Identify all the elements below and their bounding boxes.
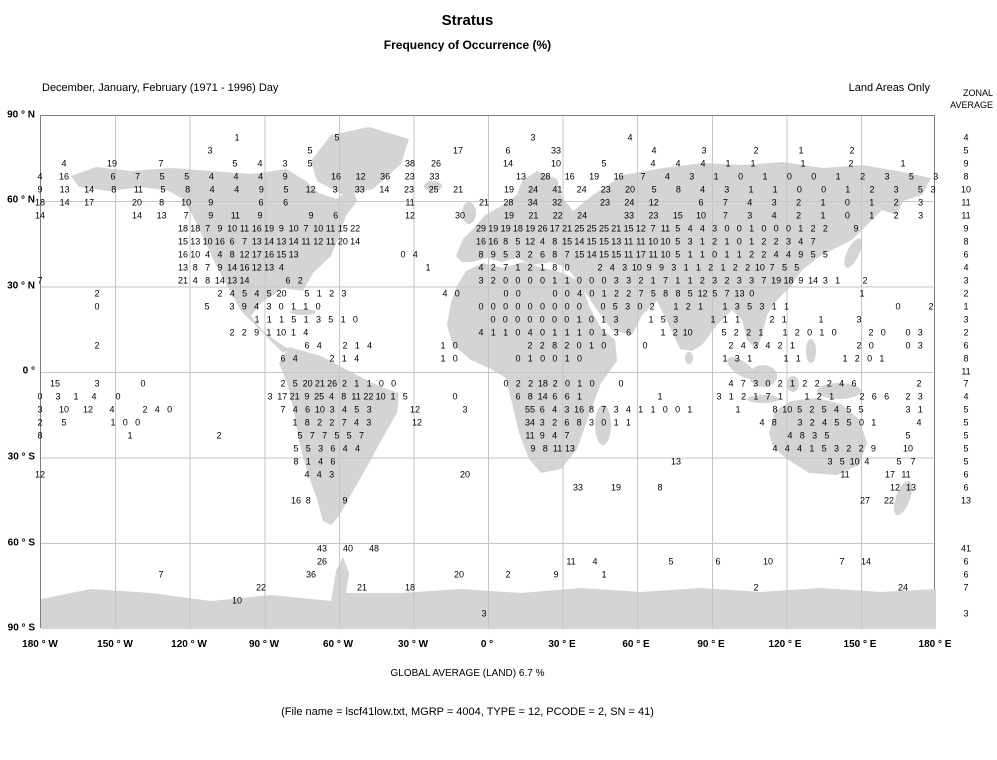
zonal-average-value: 3	[963, 314, 969, 325]
map-plot-area	[40, 115, 936, 629]
zonal-average-value: 6	[963, 569, 969, 580]
lon-tick-label: 0 °	[480, 639, 494, 650]
zonal-header-line2: AVERAGE	[950, 100, 993, 110]
lat-tick-label: 90 ° S	[7, 622, 35, 634]
landmass-japan	[844, 238, 862, 268]
lon-tick-label: 180 ° E	[918, 639, 952, 650]
chart-title: Stratus	[441, 12, 494, 29]
zonal-average-value: 9	[963, 158, 969, 169]
landmass-java	[747, 395, 779, 403]
zonal-average-value: 41	[960, 543, 972, 554]
lon-tick-label: 180 ° W	[22, 639, 58, 650]
zonal-average-value: 1	[963, 301, 969, 312]
zonal-average-value: 13	[960, 495, 972, 506]
zonal-average-value: 8	[963, 353, 969, 364]
landmass-philippines	[806, 339, 816, 363]
zonal-average-value: 11	[961, 197, 971, 208]
zonal-average-value: 8	[963, 171, 969, 182]
zonal-average-value: 10	[960, 184, 972, 195]
landmass-sri-lanka	[685, 352, 693, 364]
zonal-average-value: 5	[963, 456, 969, 467]
zonal-average-value: 5	[963, 417, 969, 428]
zonal-average-value: 9	[963, 223, 969, 234]
landmass-cuba	[290, 309, 316, 315]
zonal-average-value: 3	[963, 275, 969, 286]
coverage-label: Land Areas Only	[848, 82, 930, 94]
zonal-average-value: 7	[963, 378, 969, 389]
zonal-average-header: ZONAL AVERAGE	[950, 87, 993, 111]
grid-lines	[41, 116, 936, 629]
zonal-average-value: 6	[963, 482, 969, 493]
lat-tick-label: 60 ° S	[7, 537, 35, 549]
zonal-average-value: 6	[963, 249, 969, 260]
lon-tick-label: 120 ° E	[768, 639, 802, 650]
zonal-header-line1: ZONAL	[962, 88, 993, 98]
zonal-average-value: 3	[963, 608, 969, 619]
lon-tick-label: 60 ° W	[322, 639, 354, 650]
landmass-australia	[769, 398, 867, 475]
lon-tick-label: 90 ° E	[697, 639, 725, 650]
zonal-average-value: 6	[963, 340, 969, 351]
landmass-greenland	[311, 127, 409, 195]
zonal-average-value: 5	[963, 145, 969, 156]
lat-tick-label: 0 °	[22, 365, 35, 377]
zonal-average-value: 2	[963, 327, 969, 338]
landmass-borneo	[749, 365, 777, 387]
landmass-north-america	[71, 167, 357, 353]
landmass-iceland	[424, 181, 442, 191]
lon-tick-label: 90 ° W	[248, 639, 280, 650]
lon-tick-label: 60 ° E	[622, 639, 650, 650]
zonal-average-value: 2	[963, 288, 969, 299]
lon-tick-label: 150 ° W	[97, 639, 133, 650]
lat-tick-label: 90 ° N	[7, 109, 35, 121]
landmass-sulawesi	[787, 376, 799, 392]
zonal-average-value: 5	[963, 430, 969, 441]
zonal-average-value: 7	[963, 582, 969, 593]
lat-tick-label: 60 ° N	[7, 194, 35, 206]
world-map	[41, 116, 936, 629]
zonal-average-value: 5	[963, 404, 969, 415]
global-average-label: GLOBAL AVERAGE (LAND) 6.7 %	[390, 668, 545, 679]
landmass-britain	[462, 202, 476, 224]
chart-subtitle: Frequency of Occurrence (%)	[383, 38, 552, 52]
zonal-average-value: 6	[963, 556, 969, 567]
lon-tick-label: 120 ° W	[171, 639, 207, 650]
landmass-sumatra	[727, 357, 755, 379]
zonal-average-value: 6	[963, 469, 969, 480]
zonal-average-value: 4	[963, 262, 969, 273]
zonal-average-value: 5	[963, 443, 969, 454]
season-label: December, January, February (1971 - 1996…	[42, 82, 279, 94]
zonal-average-value: 8	[963, 236, 969, 247]
landmass-madagascar	[595, 405, 611, 445]
lat-tick-label: 30 ° N	[7, 280, 35, 292]
zonal-average-value: 11	[961, 366, 971, 377]
landmass-new-zealand	[893, 480, 913, 516]
lon-tick-label: 30 ° E	[548, 639, 576, 650]
landmass-new-guinea	[817, 383, 861, 399]
lon-tick-label: 30 ° W	[397, 639, 429, 650]
zonal-average-value: 4	[963, 132, 969, 143]
landmass-eurasia	[456, 162, 931, 351]
lon-tick-label: 150 ° E	[843, 639, 877, 650]
lat-tick-label: 30 ° S	[7, 451, 35, 463]
landmass-africa	[447, 262, 617, 473]
zonal-average-value: 11	[961, 210, 971, 221]
file-info-label: (File name = lscf41low.txt, MGRP = 4004,…	[281, 706, 654, 718]
zonal-average-value: 4	[963, 391, 969, 402]
